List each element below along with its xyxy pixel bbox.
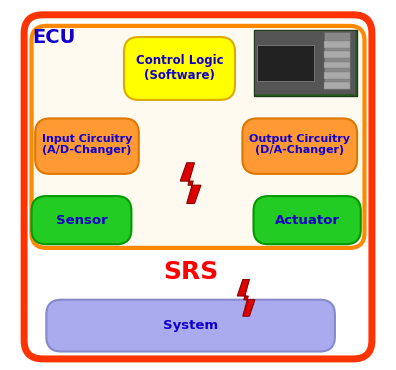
Text: ECU: ECU: [32, 27, 75, 47]
FancyBboxPatch shape: [24, 15, 372, 359]
FancyBboxPatch shape: [257, 45, 314, 81]
Text: Output Circuitry
(D/A-Changer): Output Circuitry (D/A-Changer): [249, 134, 350, 155]
FancyBboxPatch shape: [253, 196, 361, 244]
Text: Actuator: Actuator: [275, 213, 340, 227]
FancyBboxPatch shape: [255, 31, 355, 94]
FancyBboxPatch shape: [324, 61, 350, 68]
FancyBboxPatch shape: [242, 118, 357, 174]
FancyBboxPatch shape: [32, 196, 131, 244]
Polygon shape: [237, 280, 255, 316]
Text: Control Logic
(Software): Control Logic (Software): [136, 54, 223, 83]
FancyBboxPatch shape: [324, 82, 350, 89]
FancyBboxPatch shape: [46, 300, 335, 352]
FancyBboxPatch shape: [324, 32, 350, 89]
FancyBboxPatch shape: [35, 118, 139, 174]
FancyBboxPatch shape: [124, 37, 235, 100]
Text: Sensor: Sensor: [55, 213, 107, 227]
Text: Input Circuitry
(A/D-Changer): Input Circuitry (A/D-Changer): [42, 134, 132, 155]
Text: SRS: SRS: [163, 260, 218, 284]
FancyBboxPatch shape: [324, 51, 350, 58]
Text: System: System: [163, 319, 218, 332]
FancyBboxPatch shape: [253, 30, 357, 96]
FancyBboxPatch shape: [32, 26, 364, 248]
Polygon shape: [180, 163, 201, 204]
FancyBboxPatch shape: [324, 72, 350, 78]
FancyBboxPatch shape: [324, 41, 350, 48]
